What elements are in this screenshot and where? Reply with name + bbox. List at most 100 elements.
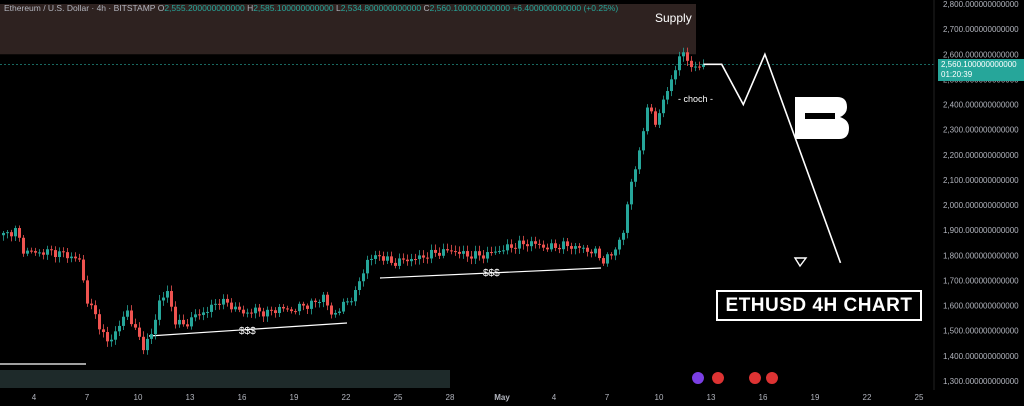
candle-body — [330, 305, 333, 315]
candle-body — [278, 306, 281, 314]
close-value: 2,560.100000000000 — [429, 3, 510, 13]
candle-body — [190, 317, 193, 327]
candle-body — [386, 256, 389, 261]
open-value: 2,555.200000000000 — [164, 3, 245, 13]
candle-body — [394, 262, 397, 266]
y-tick-label: 1,500.000000000000 — [943, 327, 1019, 336]
candle-body — [466, 251, 469, 257]
candle-body — [230, 302, 233, 310]
candle-body — [550, 243, 553, 250]
candle-body — [86, 280, 89, 304]
candle-body — [254, 307, 257, 314]
candle-body — [218, 303, 221, 305]
candle-body — [214, 303, 217, 305]
candle-body — [238, 306, 241, 310]
candle-body — [598, 248, 601, 259]
candle-body — [294, 311, 297, 313]
candle-body — [678, 56, 681, 71]
candle-body — [686, 52, 689, 61]
candle-body — [454, 251, 457, 253]
x-axis[interactable]: 4 7 10 13 16 19 22 25 28 May 4 7 10 13 16 19 22 25 — [32, 393, 924, 402]
candle-body — [462, 251, 465, 254]
candle-body — [146, 338, 149, 351]
x-tick-label: 25 — [915, 393, 924, 402]
candle-body — [522, 240, 525, 245]
candle-body — [50, 249, 53, 251]
candle-body — [198, 314, 201, 316]
x-tick-label: 19 — [290, 393, 299, 402]
candle-body — [566, 241, 569, 247]
supply-label: Supply — [655, 11, 692, 25]
candle-body — [574, 246, 577, 249]
candle-body — [30, 250, 33, 252]
candle-body — [586, 247, 589, 252]
candle-body — [410, 259, 413, 262]
candle-body — [182, 319, 185, 325]
candle-body — [114, 331, 117, 340]
high-label: H — [247, 3, 254, 13]
candle-body — [498, 251, 501, 253]
candle-body — [654, 111, 657, 125]
y-axis[interactable]: 2,800.000000000000 2,700.000000000000 2,60… — [943, 0, 1019, 386]
symbol-name[interactable]: Ethereum / U.S. Dollar · 4h · BITSTAMP — [4, 3, 156, 13]
x-tick-label: 7 — [85, 393, 90, 402]
y-tick-label: 1,600.000000000000 — [943, 302, 1019, 311]
x-tick-label: 10 — [655, 393, 664, 402]
candle-body — [154, 319, 157, 335]
candle-body — [602, 258, 605, 264]
us-flag-icon[interactable] — [749, 372, 761, 384]
candle-body — [698, 66, 701, 68]
candle-body — [334, 312, 337, 315]
candle-body — [250, 312, 253, 314]
candle-body — [258, 307, 261, 312]
last-price-tag: 2,560.100000000000 01:20:39 — [938, 59, 1024, 81]
candle-body — [562, 241, 565, 250]
y-tick-label: 2,400.000000000000 — [943, 101, 1019, 110]
us-flag-icon[interactable] — [712, 372, 724, 384]
candle-body — [370, 258, 373, 260]
choch-label: - choch - — [678, 94, 714, 104]
candle-body — [142, 336, 145, 351]
liquidity-label-left: $$$ — [239, 326, 256, 337]
candle-body — [10, 232, 13, 237]
candle-body — [90, 303, 93, 306]
x-tick-label: 10 — [134, 393, 143, 402]
candle-body — [582, 247, 585, 249]
candle-body — [130, 310, 133, 325]
us-flag-icon[interactable] — [766, 372, 778, 384]
candle-body — [538, 243, 541, 245]
candle-body — [70, 256, 73, 259]
candle-body — [358, 281, 361, 291]
candle-body — [122, 316, 125, 326]
demand-zone — [0, 370, 450, 388]
projection-arrowhead — [793, 257, 808, 268]
candle-body — [210, 304, 213, 312]
candle-body — [42, 252, 45, 255]
chart-title-box: ETHUSD 4H CHART — [716, 290, 922, 321]
candle-body — [530, 241, 533, 247]
candle-body — [646, 107, 649, 132]
candle-body — [6, 232, 9, 234]
candle-body — [46, 249, 49, 255]
candle-body — [170, 291, 173, 307]
candle-body — [638, 150, 641, 170]
liquidity-label-right: $$$ — [483, 268, 500, 279]
candle-body — [2, 232, 5, 236]
candle-body — [650, 107, 653, 112]
candle-body — [202, 312, 205, 315]
candle-body — [406, 259, 409, 262]
candle-body — [546, 247, 549, 250]
x-tick-label: 13 — [186, 393, 195, 402]
candle-body — [542, 244, 545, 248]
candle-body — [426, 257, 429, 259]
lightning-event-icon[interactable] — [692, 372, 704, 384]
candle-body — [610, 254, 613, 256]
candle-body — [534, 241, 537, 244]
candle-body — [22, 237, 25, 254]
change-value: +6.400000000000 (+0.25%) — [512, 3, 619, 13]
y-tick-label: 1,400.000000000000 — [943, 352, 1019, 361]
candle-body — [414, 259, 417, 261]
event-icons[interactable] — [692, 372, 778, 384]
candle-body — [374, 255, 377, 259]
